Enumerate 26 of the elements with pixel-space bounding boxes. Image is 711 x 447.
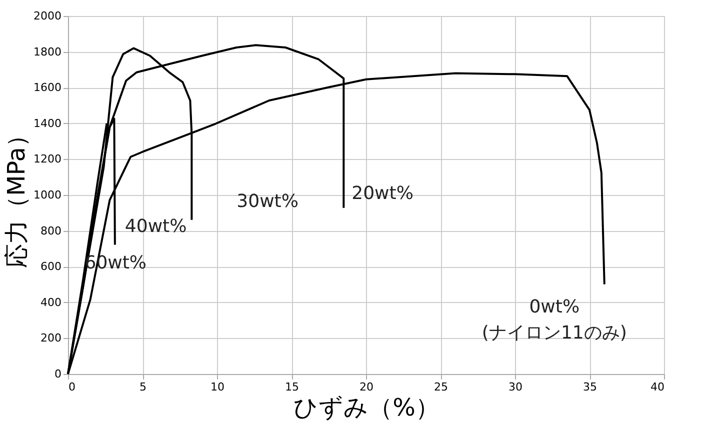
x-tick-label: 0 <box>68 380 76 394</box>
y-tick-label: 400 <box>40 296 62 309</box>
y-tick-label: 200 <box>40 332 62 345</box>
y-tick-label: 1400 <box>34 116 62 130</box>
y-tick-label: 1200 <box>34 152 62 166</box>
x-tick-label: 40 <box>650 380 664 394</box>
x-tick-label: 30 <box>508 380 522 394</box>
series-label: 40wt% <box>124 216 187 237</box>
y-tick-label: 2000 <box>34 10 62 22</box>
y-tick-label: 0 <box>54 368 62 380</box>
y-tick-label: 800 <box>40 224 62 238</box>
series-label: 20wt% <box>352 182 414 204</box>
x-tick-label: 25 <box>434 380 448 394</box>
x-tick-label: 5 <box>140 380 146 394</box>
x-tick-label: 15 <box>285 380 299 394</box>
y-tick-label: 1000 <box>34 188 62 202</box>
text: 30wt% <box>236 190 298 212</box>
y-tick-label: 1800 <box>34 45 62 58</box>
series-label: 0wt% (ナイロン11のみ) <box>482 296 627 344</box>
y-axis-title: 応力（MPa） <box>2 123 31 268</box>
x-axis-title: ひずみ（%） <box>294 394 440 422</box>
x-tick-label: 35 <box>583 380 597 394</box>
y-tick-label: 1600 <box>34 81 62 94</box>
x-tick-label: 20 <box>360 380 374 394</box>
x-tick-label: 10 <box>210 380 224 394</box>
y-tick-label: 600 <box>40 260 62 274</box>
